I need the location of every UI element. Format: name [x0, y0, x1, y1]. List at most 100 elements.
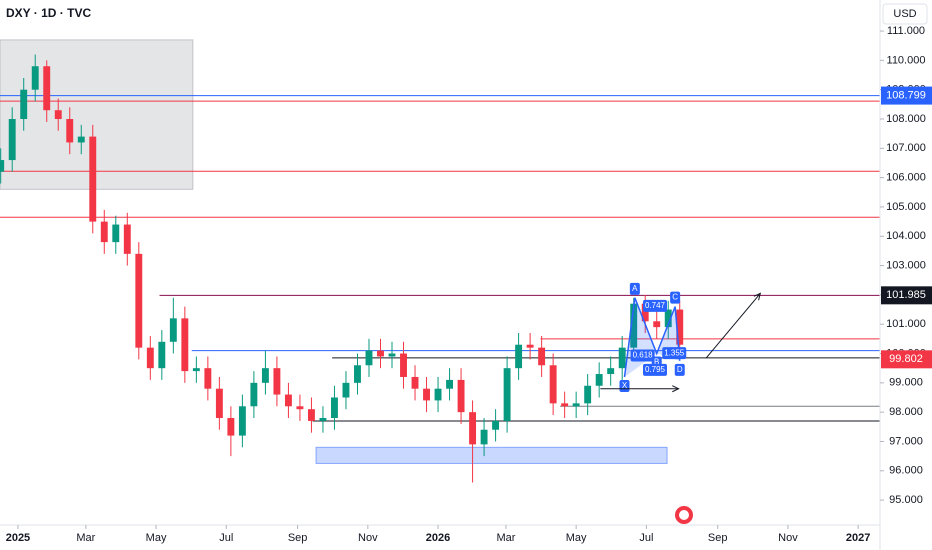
x-tick-label: Sep	[288, 532, 308, 544]
ratio-label: 0.747	[645, 301, 666, 310]
candle-body	[526, 344, 534, 348]
candle-body	[54, 110, 62, 120]
candle-body	[192, 368, 200, 372]
candle-body	[77, 136, 85, 143]
candle-body	[572, 403, 580, 407]
x-tick-label: Nov	[778, 532, 798, 544]
candle-body	[492, 420, 500, 430]
candle-body	[296, 406, 304, 410]
pattern-point-box	[674, 363, 685, 376]
x-tick-label: Jul	[639, 532, 653, 544]
price-tag	[881, 286, 932, 305]
candle-body	[238, 406, 246, 436]
y-tick-label: 98.000	[889, 406, 923, 418]
price-tag	[881, 350, 932, 369]
pattern-point-box	[629, 282, 640, 295]
ratio-box	[642, 299, 667, 312]
y-tick-label: 105.000	[886, 201, 926, 213]
candle-body	[158, 341, 166, 369]
candle-body	[342, 382, 350, 398]
candle-body	[515, 344, 523, 369]
currency-box[interactable]	[882, 3, 928, 25]
candle-body	[641, 303, 649, 322]
x-tick-label: Sep	[708, 532, 728, 544]
y-tick-label: 99.000	[889, 377, 923, 389]
candle-body	[204, 368, 212, 389]
candle-body	[423, 388, 430, 401]
candle-body	[365, 350, 373, 366]
candle-body	[457, 379, 465, 413]
price-tag-label: 101.985	[886, 289, 926, 301]
chart-title[interactable]: DXY · 1D · TVC	[6, 6, 91, 20]
candle-body	[181, 318, 189, 372]
y-tick-label: 97.000	[889, 435, 923, 447]
candle-body	[66, 119, 74, 143]
candle-body	[469, 412, 477, 445]
candle-body	[664, 309, 672, 328]
candle-body	[434, 388, 442, 401]
candle-body	[250, 382, 258, 407]
candle-body	[595, 374, 603, 386]
candle-body	[43, 66, 51, 111]
candle-body	[8, 119, 16, 161]
pattern-point: A	[632, 284, 638, 293]
y-tick-label: 111.000	[887, 25, 925, 37]
ratio-label: 0.795	[645, 365, 666, 374]
candle-body	[480, 429, 488, 445]
candle-body	[215, 388, 223, 419]
candle-body	[20, 89, 28, 120]
ratio-box	[662, 347, 687, 360]
ratio-label: 0.618	[633, 351, 654, 360]
y-tick-label: 101.000	[886, 318, 926, 330]
x-tick-label: Nov	[358, 532, 378, 544]
y-tick-label: 103.000	[886, 259, 926, 271]
x-tick-label: Mar	[76, 532, 95, 544]
candle-body	[284, 394, 292, 407]
candle-body	[676, 309, 684, 345]
candle-body	[607, 368, 615, 375]
arrow	[705, 293, 761, 359]
candle-body	[538, 347, 546, 366]
x-tick-label: 2026	[426, 532, 450, 544]
pattern-line	[623, 297, 681, 378]
candle-body	[331, 397, 338, 419]
candle-body	[135, 253, 143, 348]
candle-body	[411, 376, 419, 389]
candle-body	[89, 136, 97, 222]
y-tick-label: 95.000	[889, 494, 923, 506]
currency[interactable]: USD	[893, 8, 916, 20]
y-tick-label: 107.000	[886, 142, 926, 154]
event-icon-inner	[679, 510, 689, 520]
pattern-point: X	[622, 381, 628, 390]
candle-body	[377, 350, 384, 357]
candle-body	[503, 368, 511, 421]
candle-body	[100, 221, 108, 243]
x-tick-label: 2025	[6, 532, 30, 544]
y-tick-label: 96.000	[889, 465, 923, 477]
x-tick-label: May	[566, 532, 587, 544]
price-tag	[881, 86, 932, 105]
candle-body	[618, 347, 626, 369]
pattern-point: B	[654, 358, 659, 367]
candle-body	[388, 353, 396, 357]
zone	[315, 446, 668, 464]
price-tag-label: 108.799	[886, 89, 926, 101]
pattern-point-box	[670, 291, 681, 304]
candle-body	[653, 321, 661, 328]
x-tick-label: Mar	[496, 532, 515, 544]
candle-body	[630, 303, 638, 348]
pattern-point: D	[677, 365, 683, 374]
candle-body	[549, 365, 557, 404]
plot-area: X A B C D 0.747 1.355 0.618 0.795	[0, 39, 880, 483]
candle-body	[561, 403, 569, 407]
x-tick-label: 2027	[846, 532, 870, 544]
candle-body	[227, 418, 235, 436]
y-tick-label: 108.000	[886, 113, 926, 125]
candle-body	[307, 409, 315, 421]
candle-body	[319, 418, 327, 421]
candle-body	[0, 160, 5, 172]
y-tick-label: 110.000	[887, 54, 926, 66]
candle-body	[31, 66, 39, 90]
candle-body	[354, 365, 361, 383]
